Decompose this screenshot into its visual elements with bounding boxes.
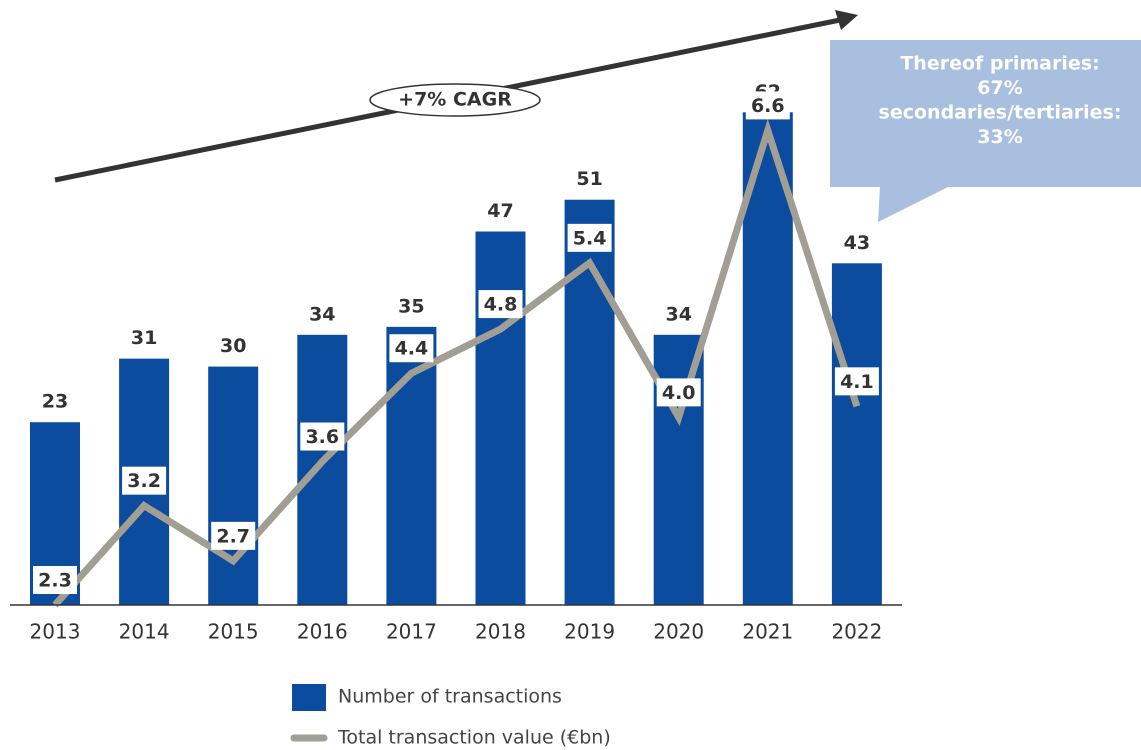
callout-text: 33% — [977, 126, 1022, 148]
bar — [475, 231, 526, 606]
line-label: 5.4 — [573, 227, 607, 249]
line-label-box — [389, 334, 434, 363]
x-tick-label: 2020 — [653, 620, 704, 644]
line-label-box — [300, 422, 345, 451]
bar — [653, 334, 704, 605]
bar-label: 31 — [131, 327, 157, 349]
line-label: 2.3 — [38, 570, 72, 592]
x-tick-label: 2019 — [564, 620, 615, 644]
bar — [208, 366, 259, 605]
line-label-box — [567, 223, 612, 252]
x-tick-label: 2015 — [208, 620, 259, 644]
legend-swatch — [292, 684, 326, 711]
line-label: 4.0 — [662, 382, 696, 404]
line-label-box — [656, 378, 701, 407]
bar — [386, 326, 437, 605]
line-label-box — [33, 566, 77, 594]
line-label: 3.2 — [127, 470, 161, 492]
line-label: 4.1 — [840, 371, 874, 393]
arrow-head — [835, 10, 858, 30]
x-tick-label: 2017 — [386, 620, 437, 644]
line-label: 3.6 — [305, 426, 339, 448]
callout — [830, 40, 1141, 222]
bar-label: 47 — [487, 200, 513, 222]
line-label: 4.4 — [395, 338, 429, 360]
line — [52, 118, 861, 608]
bar-label: 35 — [398, 295, 424, 317]
line-label-box — [745, 91, 790, 120]
x-tick-label: 2022 — [831, 620, 882, 644]
line-label: 4.8 — [484, 294, 518, 316]
x-tick-label: 2021 — [742, 620, 793, 644]
line-label-box — [122, 466, 167, 495]
line-label-box — [211, 521, 256, 550]
bar — [831, 263, 882, 605]
callout-pointer — [878, 186, 950, 222]
legend-label: Number of transactions — [338, 686, 562, 708]
line-label: 6.6 — [751, 95, 785, 117]
bar-label: 30 — [220, 335, 246, 357]
line-label-box — [478, 290, 523, 319]
callout-text: 67% — [977, 77, 1022, 99]
line-label-box — [834, 367, 879, 396]
line-label: 2.7 — [216, 525, 250, 547]
cagr-label: +7% CAGR — [398, 89, 512, 111]
x-tick-label: 2018 — [475, 620, 526, 644]
bar — [297, 334, 348, 605]
callout-text: Thereof primaries: — [900, 53, 1099, 75]
bar-label: 43 — [844, 232, 870, 254]
x-tick-label: 2016 — [297, 620, 348, 644]
cagr-ellipse — [369, 83, 541, 117]
bar-label: 51 — [576, 168, 602, 190]
bar-label: 34 — [309, 303, 335, 325]
x-tick-label: 2014 — [119, 620, 170, 644]
bar-label: 34 — [665, 303, 691, 325]
bar-label: 23 — [42, 391, 68, 413]
legend-label: Total transaction value (€bn) — [337, 727, 611, 749]
callout-box — [830, 40, 1141, 187]
callout-text: secondaries/tertiaries: — [879, 102, 1122, 124]
x-tick-label: 2013 — [30, 620, 81, 644]
